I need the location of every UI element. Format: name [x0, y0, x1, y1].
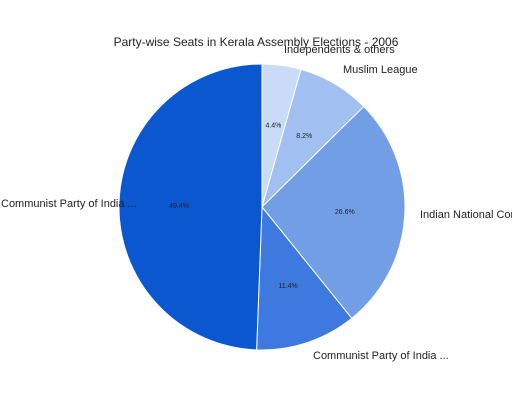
pie-slice[interactable] [261, 105, 406, 320]
slice-percentage-label: 4.4% [265, 122, 281, 129]
pie-slices [118, 63, 406, 351]
slice-category-label: Muslim League [343, 64, 418, 76]
slice-percentage-label: 8.2% [296, 133, 312, 140]
slice-percentage-label: 26.6% [335, 209, 355, 216]
slice-category-label: Communist Party of India ... [1, 198, 137, 210]
pie-slice[interactable] [256, 205, 353, 351]
slice-category-label: Communist Party of India ... [313, 350, 449, 362]
slice-category-label: Independents & others [284, 44, 395, 56]
pie-slice[interactable] [118, 63, 263, 351]
chart-title: Party-wise Seats in Kerala Assembly Elec… [114, 35, 399, 49]
slice-percentage-label: 11.4% [278, 283, 297, 290]
slice-percentage-label: 49.4% [169, 203, 189, 210]
category-labels: Independents & others Muslim League Indian… [1, 44, 512, 362]
percentage-labels: 4.4% 8.2% 26.6% 11.4% 49.4% [169, 122, 355, 290]
slice-category-label: Indian National Congres [420, 209, 512, 221]
